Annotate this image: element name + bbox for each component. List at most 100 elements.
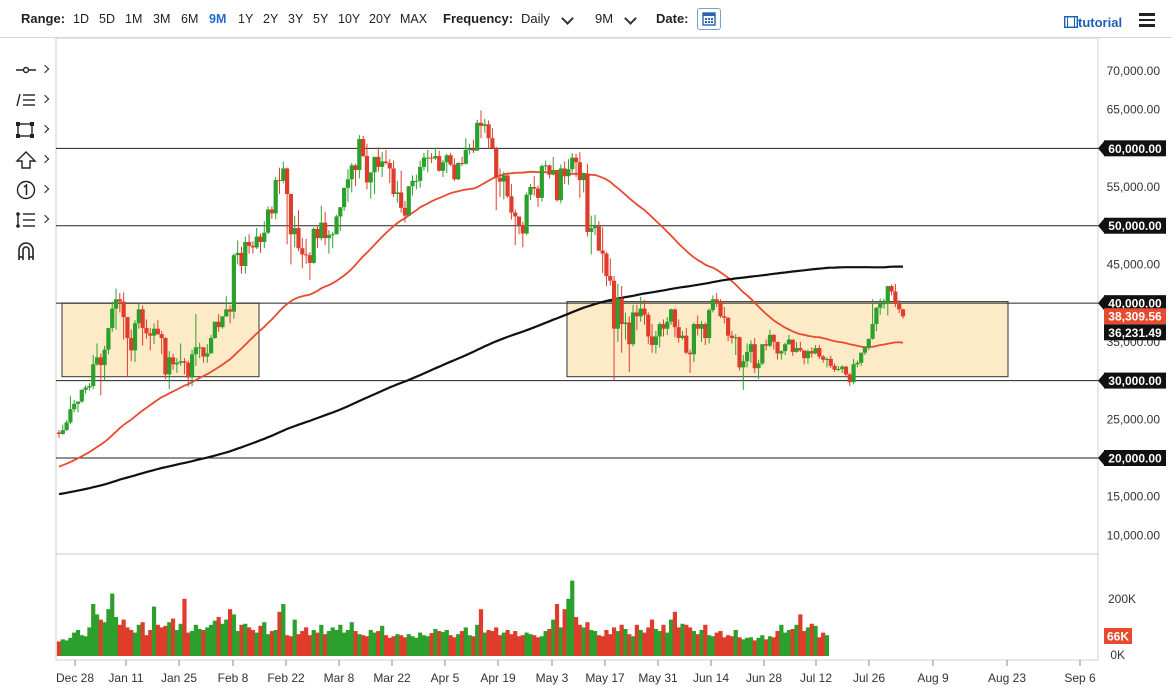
volume-bar: [258, 625, 263, 656]
crosshair-tool[interactable]: [10, 59, 50, 81]
x-tick-label: May 3: [536, 671, 569, 685]
level-tag: 60,000.00: [1108, 142, 1162, 156]
range-button-1y[interactable]: 1Y: [238, 12, 254, 26]
candle-body: [353, 165, 358, 170]
candle-body: [323, 222, 328, 239]
range-button-1m[interactable]: 1M: [125, 12, 143, 26]
range-button-3m[interactable]: 3M: [153, 12, 171, 26]
tutorial-link[interactable]: tutorial: [1063, 15, 1122, 30]
candle-body: [132, 323, 138, 351]
frequency-select[interactable]: Daily: [521, 11, 550, 26]
x-tick-label: Jul 12: [800, 671, 832, 685]
candle-body: [227, 309, 233, 312]
range-button-3y[interactable]: 3Y: [288, 12, 304, 26]
range-button-1d[interactable]: 1D: [73, 12, 89, 26]
candle-body: [273, 180, 278, 214]
x-tick-label: Feb 22: [267, 671, 305, 685]
candle-body: [771, 334, 776, 342]
candle-body: [170, 357, 176, 365]
volume-bar: [619, 624, 624, 656]
volume-bar: [733, 630, 738, 656]
range-button-5d[interactable]: 5D: [99, 12, 115, 26]
volume-bar: [254, 632, 259, 656]
candle-body: [733, 337, 738, 339]
volume-bar: [323, 634, 328, 656]
volume-bar: [798, 614, 803, 656]
level-tag-bg: [1104, 450, 1166, 466]
candle-body: [285, 168, 290, 194]
candle-body: [779, 351, 784, 354]
candle-body: [859, 352, 864, 363]
candle-body: [129, 337, 134, 351]
volume-bar: [524, 632, 529, 656]
volume-bar: [509, 634, 514, 656]
volume-bar: [467, 635, 472, 656]
volume-bar: [634, 624, 639, 656]
candle-body: [813, 348, 818, 354]
candle-body: [897, 303, 902, 310]
calendar-button[interactable]: [697, 8, 721, 30]
volume-bar: [250, 630, 255, 656]
volume-bar: [437, 631, 442, 656]
candle-body: [573, 157, 579, 163]
volume-bar: [129, 630, 134, 656]
volume-bar: [756, 637, 761, 656]
ma-value-tag: 36,231.49: [1108, 326, 1162, 340]
candle-body: [478, 122, 484, 126]
candle-body: [212, 321, 217, 338]
range-button-20y[interactable]: 20Y: [369, 12, 392, 26]
volume-bar: [543, 631, 548, 656]
candle-body: [224, 309, 229, 317]
magnet-tool[interactable]: [10, 239, 50, 261]
range-button-2y[interactable]: 2Y: [263, 12, 279, 26]
candle-body: [330, 234, 335, 236]
volume-bar: [357, 634, 362, 656]
candle-body: [585, 173, 590, 232]
range-button-10y[interactable]: 10Y: [338, 12, 361, 26]
candle-body: [311, 228, 316, 263]
candle-body: [205, 353, 210, 357]
line-tools[interactable]: [10, 89, 50, 111]
volume-bar: [748, 637, 754, 656]
volume-bar: [505, 630, 510, 656]
arrow-tools[interactable]: [10, 149, 50, 171]
candle-body: [687, 352, 693, 355]
candle-body: [691, 324, 697, 355]
volume-bar: [326, 631, 332, 656]
candle-body: [520, 224, 525, 234]
candle-body: [163, 337, 168, 375]
volume-bar: [174, 630, 179, 656]
x-tick-label: Mar 22: [373, 671, 411, 685]
number-marker-tool[interactable]: [10, 179, 50, 201]
volume-bar: [113, 617, 119, 656]
volume-bar: [459, 631, 465, 656]
volume-bar: [486, 630, 491, 656]
candle-body: [113, 299, 119, 309]
candle-body: [243, 241, 248, 266]
candle-body: [140, 309, 145, 328]
candle-body: [182, 361, 187, 363]
candle-body: [699, 324, 704, 329]
period-select[interactable]: 9M: [595, 11, 614, 26]
range-button-9m[interactable]: 9M: [209, 12, 227, 26]
fibonacci-tools[interactable]: [10, 209, 50, 231]
volume-bar: [752, 640, 757, 656]
volume-bar: [676, 627, 681, 656]
volume-bar: [695, 634, 700, 656]
volume-bar: [809, 623, 814, 656]
range-button-max[interactable]: MAX: [400, 12, 428, 26]
candle-body: [881, 303, 887, 305]
candle-body: [421, 157, 427, 167]
candle-body: [494, 148, 499, 178]
shape-tools[interactable]: [10, 119, 50, 141]
volume-bar: [311, 630, 316, 656]
range-button-6m[interactable]: 6M: [181, 12, 199, 26]
candle-body: [429, 157, 434, 159]
hamburger-menu-icon[interactable]: [1139, 13, 1155, 27]
volume-bar: [668, 619, 674, 656]
range-button-5y[interactable]: 5Y: [313, 12, 329, 26]
volume-bar: [132, 632, 138, 656]
volume-bar: [319, 624, 324, 656]
volume-bar: [429, 633, 434, 656]
